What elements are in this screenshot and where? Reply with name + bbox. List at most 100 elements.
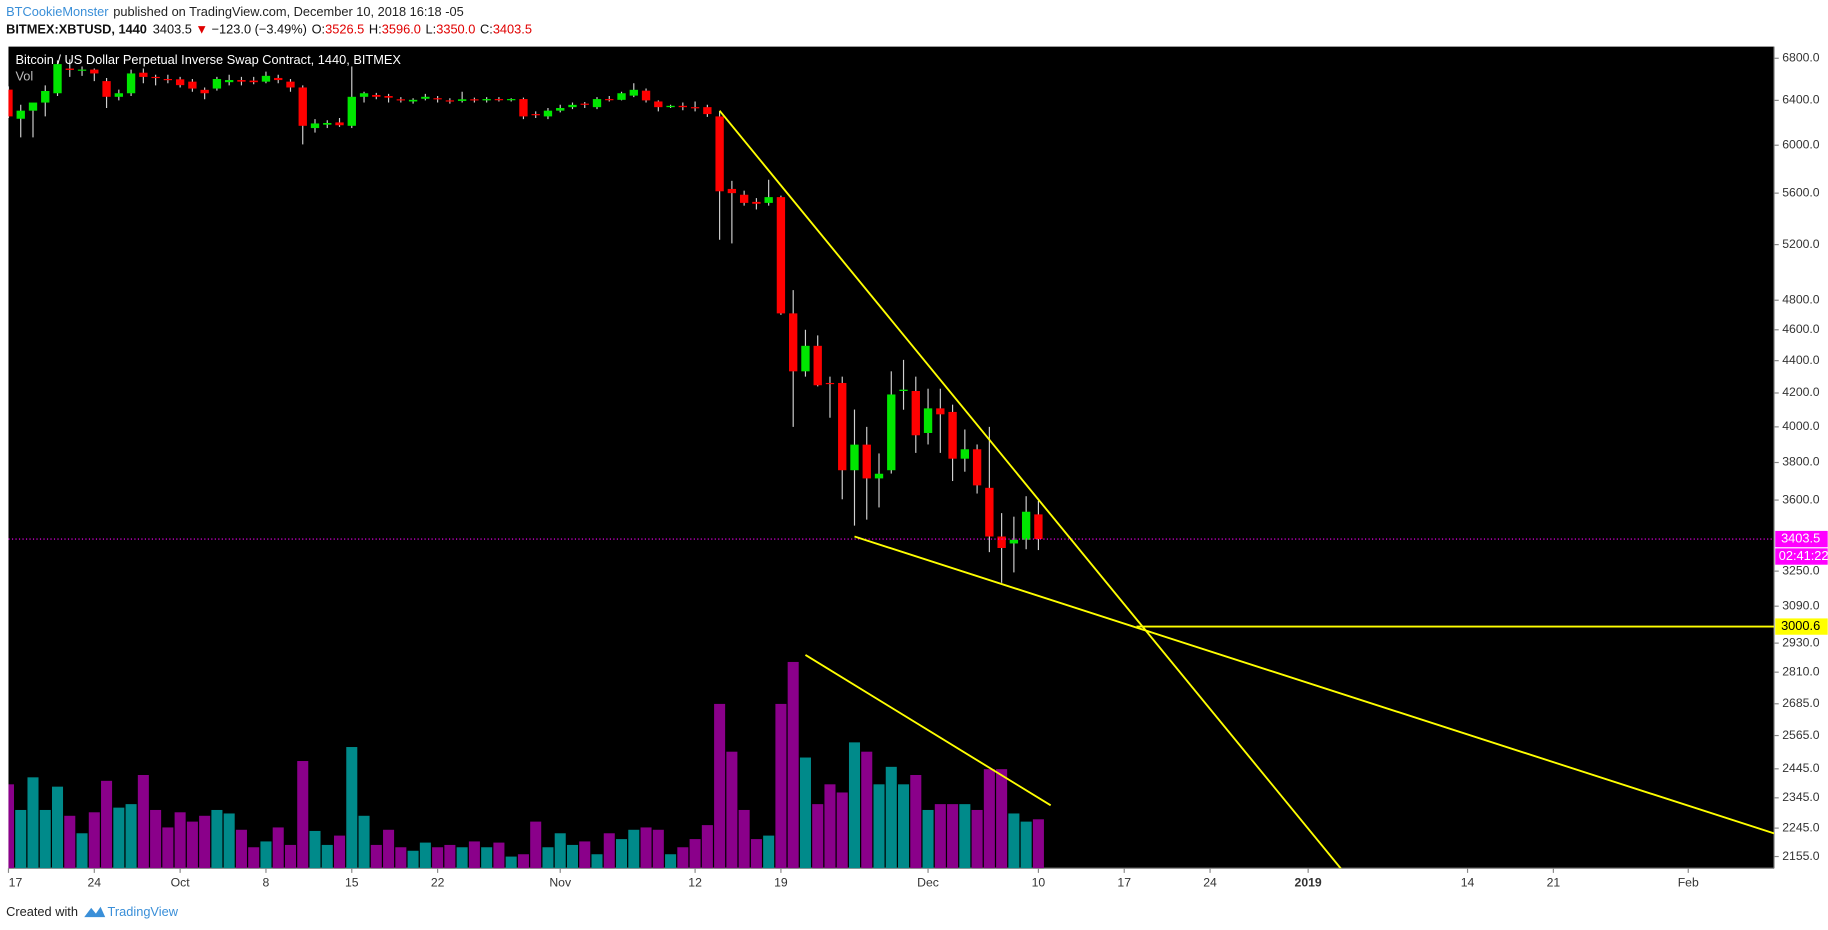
- candle-body: [372, 94, 381, 97]
- candle-body: [936, 408, 945, 415]
- candle-body: [163, 79, 173, 81]
- candle-body: [347, 96, 356, 126]
- candle-body: [985, 487, 994, 537]
- header-line: BTCookieMonster published on TradingView.…: [6, 4, 464, 19]
- y-tick-label: 2445.0: [1782, 761, 1820, 775]
- volume-bar: [750, 839, 762, 869]
- candle-body: [494, 99, 504, 101]
- candle-body: [1021, 511, 1031, 540]
- volume-bar: [150, 809, 162, 869]
- volume-bar: [787, 661, 799, 869]
- volume-bar: [652, 829, 664, 869]
- created-with: Created with: [6, 904, 78, 919]
- candle-body: [727, 188, 737, 194]
- published-text: published on TradingView.com, December 1…: [113, 4, 463, 19]
- candle-body: [261, 75, 271, 82]
- volume-bar: [113, 807, 125, 869]
- candle-body: [911, 391, 920, 436]
- trend-line: [718, 110, 1342, 869]
- symbol-line: BITMEX:XBTUSD, 1440 3403.5 ▼ −123.0 (−3.49%…: [6, 22, 532, 37]
- y-tick-label: 4800.0: [1782, 292, 1820, 306]
- volume-bar: [922, 809, 934, 869]
- volume-bar: [370, 844, 382, 869]
- volume-bar: [235, 829, 247, 869]
- overlay: Bitcoin / US Dollar Perpetual Inverse Sw…: [15, 52, 401, 83]
- candle-body: [200, 89, 209, 94]
- volume-bar: [848, 742, 861, 869]
- x-tick-label: 19: [774, 876, 788, 890]
- candle-body: [764, 197, 773, 203]
- x-tick-label: 17: [1117, 876, 1131, 890]
- candle-body: [1009, 539, 1019, 544]
- last-value: 3403.5: [153, 22, 192, 37]
- candle-body: [482, 99, 491, 101]
- candle-body: [421, 96, 430, 99]
- volume-bar: [603, 833, 615, 869]
- y-tick-label: 3090.0: [1782, 598, 1820, 612]
- candle-body: [433, 98, 442, 100]
- volume-bar: [346, 747, 358, 869]
- volume-bar: [726, 751, 738, 869]
- volume-bar: [125, 804, 137, 869]
- candle-body: [323, 122, 332, 125]
- candle-body: [212, 79, 222, 89]
- x-tick-label: Oct: [171, 876, 191, 890]
- last-price-label: 3403.5: [1781, 530, 1820, 545]
- x-tick-label: 15: [345, 876, 359, 890]
- volume-bar: [137, 775, 149, 869]
- volume-bar: [493, 842, 505, 869]
- volume-bar: [52, 786, 64, 869]
- candle-body: [813, 345, 822, 386]
- candle-body: [592, 99, 602, 108]
- candle-body: [359, 93, 369, 97]
- volume-bar: [468, 841, 480, 869]
- x-tick-label: Nov: [549, 876, 572, 890]
- candle-body: [874, 473, 884, 479]
- candle-body: [776, 197, 786, 314]
- x-tick-label: 12: [688, 876, 702, 890]
- candle-body: [310, 123, 320, 129]
- y-tick-label: 6800.0: [1782, 51, 1820, 65]
- candle-body: [739, 194, 749, 203]
- candle-body: [114, 93, 123, 97]
- volume-bar: [996, 769, 1008, 869]
- last-price-box: [1775, 530, 1828, 548]
- ohlc-value: 3403.5: [493, 22, 532, 37]
- candle-body: [923, 408, 933, 433]
- candle-body: [445, 100, 455, 102]
- level-label: 3000.6: [1781, 618, 1820, 633]
- y-tick-label: 5200.0: [1782, 237, 1820, 251]
- change: −123.0 (−3.49%): [212, 22, 307, 37]
- volume-bar: [775, 703, 787, 869]
- candle-body: [960, 449, 970, 459]
- volume-bar: [824, 784, 836, 869]
- volume-bar: [248, 847, 260, 869]
- candle-body: [41, 91, 50, 103]
- candle-body: [531, 114, 540, 116]
- author-link[interactable]: BTCookieMonster: [6, 4, 109, 19]
- brand-link[interactable]: TradingView: [108, 904, 179, 919]
- volume-bar: [738, 809, 750, 869]
- ohlc-value: 3526.5: [325, 22, 364, 37]
- candle-body: [408, 99, 418, 102]
- volume-bar: [383, 829, 395, 869]
- volume-bar: [358, 815, 370, 869]
- volume-bar: [517, 854, 529, 869]
- y-tick-label: 2155.0: [1782, 849, 1820, 863]
- candle-body: [703, 107, 712, 115]
- candle-body: [629, 89, 638, 96]
- candle-body: [28, 102, 38, 111]
- x-tick-label: 21: [1547, 876, 1561, 890]
- candle-body: [102, 81, 111, 97]
- candle-body: [580, 103, 589, 105]
- candle-body: [948, 411, 957, 459]
- volume-bar: [910, 775, 922, 869]
- candle-body: [556, 108, 565, 111]
- volume-bar: [628, 829, 640, 869]
- volume-bar: [1008, 813, 1020, 869]
- y-tick-label: 2685.0: [1782, 696, 1820, 710]
- ohlc-label: H:: [369, 22, 382, 37]
- plot-area: [8, 59, 1775, 869]
- candle-body: [90, 69, 99, 74]
